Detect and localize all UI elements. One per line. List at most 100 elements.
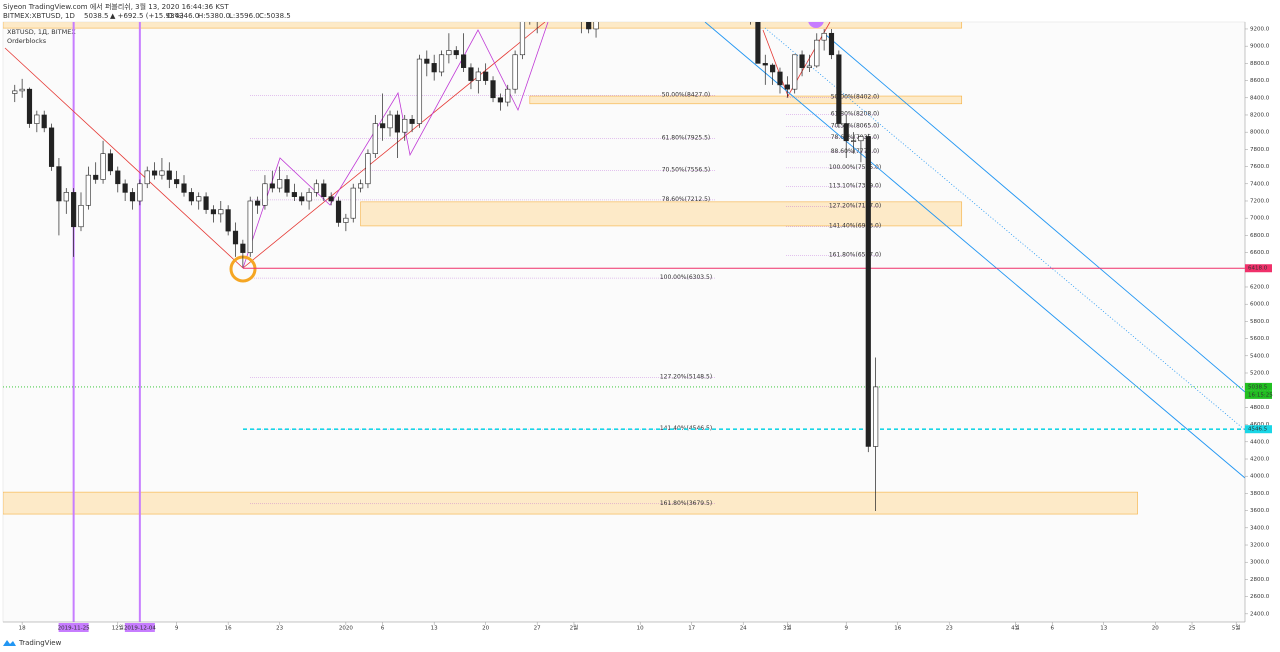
y-tick-label: 3600.0 — [1250, 508, 1270, 514]
y-tick-label: 8600.0 — [1250, 78, 1270, 84]
candle-body — [107, 153, 114, 172]
candle-body — [792, 54, 798, 90]
candle-body — [579, 12, 584, 21]
candle-body — [277, 179, 283, 189]
orderblock-zone — [529, 95, 963, 105]
candle-body — [48, 127, 55, 167]
candle-body — [475, 71, 481, 81]
candle-body — [19, 88, 25, 92]
fib-label: 70.50%(7556.5) — [662, 166, 711, 173]
price-axis: 9200.0 9000.0 8800.0 8600.0 8400.0 8200.0 8000… — [1244, 22, 1273, 622]
candle-body — [431, 63, 437, 73]
candle-body — [63, 192, 69, 202]
candle-body — [372, 123, 378, 154]
change: ▲ +692.5 (+15.93%) — [110, 12, 184, 20]
fib-label: 113.10%(7369.0) — [829, 182, 881, 189]
candle-body — [313, 183, 320, 193]
price-tag-label: 6418.0 — [1248, 266, 1268, 272]
x-tick-label: 18 — [19, 626, 26, 632]
candle-body — [365, 153, 371, 185]
candle-body — [137, 183, 143, 202]
candle-body — [240, 243, 246, 253]
candle-body — [806, 65, 812, 68]
candle-body — [402, 118, 408, 133]
candle-body — [358, 183, 364, 189]
candle-body — [188, 192, 194, 202]
candle-body — [144, 170, 150, 185]
x-tick-label: 24 — [740, 626, 747, 632]
y-tick-label: 8000.0 — [1250, 130, 1270, 136]
fib-label: 50.00%(8402.0) — [831, 94, 880, 101]
candle-body — [836, 54, 842, 124]
candle-body — [321, 183, 327, 197]
price-tag-label: 5038.5 — [1248, 384, 1268, 390]
candle-body — [78, 204, 84, 228]
vertical-lines — [72, 22, 141, 622]
date-tag — [124, 623, 155, 632]
candle-body — [748, 0, 753, 20]
y-tick-label: 9000.0 — [1250, 44, 1270, 50]
y-tick-label: 2400.0 — [1250, 611, 1270, 617]
candle-body — [291, 192, 297, 197]
x-tick-label: 27 — [534, 626, 541, 632]
low: L:3596.0 — [229, 12, 260, 20]
y-tick-label: 4400.0 — [1250, 439, 1270, 445]
close: C:5038.5 — [259, 12, 291, 20]
x-tick-label: 20 — [482, 626, 489, 632]
y-tick-label: 9200.0 — [1250, 26, 1270, 32]
candle-body — [762, 63, 768, 66]
candle-body — [328, 196, 334, 202]
y-tick-label: 5200.0 — [1250, 371, 1270, 377]
candle-body — [483, 71, 489, 81]
candle-body — [284, 179, 290, 193]
highlight-dot — [808, 22, 824, 28]
y-tick-label: 6800.0 — [1250, 233, 1270, 239]
candles — [12, 0, 879, 511]
candle-body — [814, 39, 820, 67]
x-tick-label: 23 — [276, 626, 283, 632]
y-tick-label: 5800.0 — [1250, 319, 1270, 325]
candle-body — [843, 123, 849, 142]
candle-body — [873, 386, 879, 447]
price-tag-label: 4546.5 — [1248, 427, 1268, 433]
y-tick-label: 3800.0 — [1250, 491, 1270, 497]
x-tick-label: 5월 — [1232, 624, 1241, 632]
fib-label: 61.80%(7925.5) — [662, 135, 711, 142]
x-tick-label: 2월 — [570, 624, 579, 632]
candle-body — [586, 22, 592, 30]
countdown-tag — [1245, 390, 1272, 399]
candle-body — [71, 192, 77, 228]
candle-body — [512, 54, 518, 90]
channel-line — [825, 34, 1245, 393]
candle-body — [122, 183, 128, 193]
candle-body — [34, 114, 40, 124]
candle-body — [151, 170, 158, 176]
x-tick-label: 23 — [946, 626, 953, 632]
candle-body — [770, 64, 776, 73]
y-tick-label: 6600.0 — [1250, 250, 1270, 256]
candle-body — [490, 80, 496, 99]
fib-label: 78.60%(7935.0) — [831, 134, 880, 141]
y-tick-label: 7800.0 — [1250, 147, 1270, 153]
fib-label: 141.40%(6903.0) — [829, 223, 881, 230]
candle-body — [409, 118, 415, 124]
y-tick-label: 4200.0 — [1250, 457, 1270, 463]
y-tick-label: 8400.0 — [1250, 95, 1270, 101]
candle-body — [350, 187, 356, 219]
candle-body — [254, 200, 261, 206]
candle-body — [210, 209, 217, 215]
time-axis: 18 12월 9 16 23 2020 6 13 20 27 2월 10 17 24 3월 9 16 23 4월 6 1… — [3, 621, 1245, 632]
candle-body — [799, 54, 805, 68]
candle-body — [828, 32, 835, 56]
x-tick-label: 3월 — [783, 624, 792, 632]
x-tick-label: 6 — [381, 626, 385, 632]
y-tick-label: 7000.0 — [1250, 216, 1270, 222]
candle-body — [232, 230, 239, 245]
candle-body — [262, 183, 268, 206]
candle-body — [777, 71, 783, 86]
candle-body — [343, 217, 349, 223]
candle-body — [497, 97, 503, 103]
candle-body — [181, 183, 187, 193]
x-tick-label: 12월 — [112, 624, 124, 632]
